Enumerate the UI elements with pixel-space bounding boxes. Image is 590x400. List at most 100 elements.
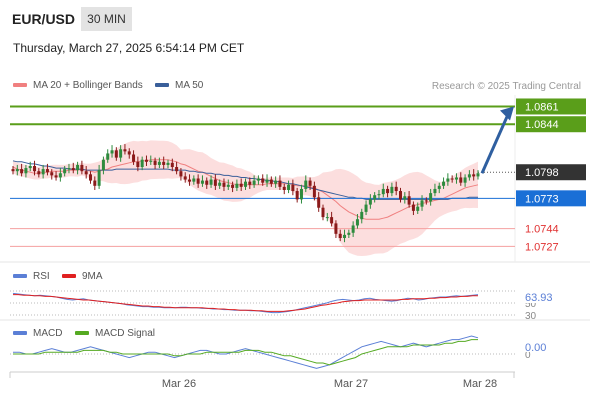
candle-body bbox=[179, 171, 183, 177]
candle-body bbox=[28, 165, 32, 169]
candle-body bbox=[37, 171, 41, 175]
candle-body bbox=[373, 195, 377, 200]
candle-body bbox=[119, 149, 123, 158]
candle-body bbox=[244, 181, 247, 187]
candle-body bbox=[200, 180, 204, 184]
timeframe-button[interactable]: 30 MIN bbox=[81, 7, 132, 31]
candle-body bbox=[394, 186, 398, 192]
candle-body bbox=[437, 185, 441, 189]
rsi-tick-30: 30 bbox=[525, 311, 537, 322]
rsi-tick-50: 50 bbox=[525, 299, 537, 310]
candle-body bbox=[390, 186, 394, 194]
candle-body bbox=[192, 178, 196, 182]
candle-body bbox=[45, 169, 49, 173]
candle-body bbox=[420, 200, 424, 207]
candle-body bbox=[248, 181, 252, 185]
candle-body bbox=[157, 161, 161, 165]
candle-body bbox=[325, 217, 329, 219]
candle-body bbox=[24, 168, 28, 174]
candle-body bbox=[183, 176, 187, 180]
candle-body bbox=[140, 159, 144, 168]
candle-body bbox=[41, 169, 45, 175]
legend-macd-signal-label: MACD Signal bbox=[95, 328, 156, 339]
candle-body bbox=[274, 180, 278, 184]
candle-body bbox=[334, 223, 338, 234]
candle-body bbox=[407, 196, 411, 205]
candle-body bbox=[110, 150, 114, 154]
candle-body bbox=[71, 168, 75, 171]
candle-body bbox=[454, 177, 458, 180]
candle-body bbox=[235, 183, 239, 188]
candle-body bbox=[166, 162, 170, 165]
candle-body bbox=[463, 177, 467, 183]
rsi-ma-line bbox=[13, 294, 478, 312]
candle-body bbox=[360, 211, 364, 220]
candle-body bbox=[411, 204, 415, 211]
candle-body bbox=[162, 161, 166, 165]
pair-title: EUR/USD bbox=[12, 11, 76, 27]
candle-body bbox=[446, 178, 450, 182]
candle-body bbox=[386, 188, 390, 194]
candle-body bbox=[377, 194, 381, 196]
macd-swatch bbox=[13, 331, 27, 336]
forecast-arrow-head bbox=[500, 106, 514, 121]
candle-body bbox=[355, 219, 359, 226]
candle-body bbox=[84, 171, 88, 175]
candle-body bbox=[317, 197, 321, 208]
candle-body bbox=[11, 169, 15, 172]
candle-body bbox=[343, 234, 347, 238]
candle-body bbox=[278, 180, 282, 187]
candle-body bbox=[114, 150, 118, 158]
candle-body bbox=[381, 188, 385, 195]
candle-body bbox=[136, 161, 140, 168]
macd-signal-line bbox=[13, 339, 478, 366]
candle-body bbox=[175, 167, 179, 172]
candle-body bbox=[93, 180, 97, 186]
candle-body bbox=[231, 184, 235, 188]
legend-macd-label: MACD bbox=[33, 328, 63, 339]
candle-body bbox=[58, 173, 62, 178]
ma20-swatch bbox=[13, 83, 27, 88]
forecast-arrow-shaft bbox=[480, 113, 510, 174]
macd-signal-swatch bbox=[75, 331, 89, 336]
macd-tick-0: 0 bbox=[525, 350, 531, 361]
candle-body bbox=[213, 179, 217, 186]
candle-body bbox=[144, 159, 148, 162]
candle-body bbox=[33, 165, 37, 172]
candle-body bbox=[50, 172, 54, 176]
candle-body bbox=[330, 217, 334, 224]
x-tick-label: Mar 28 bbox=[463, 378, 497, 390]
candle-body bbox=[265, 179, 269, 183]
candle-body bbox=[97, 170, 101, 186]
candle-body bbox=[239, 183, 243, 187]
candle-body bbox=[256, 178, 260, 181]
level-tag-1.0861 bbox=[516, 98, 586, 115]
chart-header: EUR/USD 30 MIN bbox=[0, 0, 590, 40]
candle-body bbox=[403, 196, 407, 200]
level-tag-1.0773 bbox=[516, 190, 586, 207]
candle-body bbox=[304, 180, 308, 189]
candle-body bbox=[450, 178, 454, 180]
candle-body bbox=[338, 233, 342, 238]
macd-last-value: 0.00 bbox=[525, 342, 546, 354]
level-tag-1.0798 bbox=[516, 164, 586, 181]
macd-value-bg bbox=[520, 340, 554, 352]
x-tick-label: Mar 26 bbox=[162, 378, 196, 390]
credit-text: Research © 2025 Trading Central bbox=[431, 81, 581, 92]
candle-body bbox=[123, 149, 127, 152]
level-label-1.0773: 1.0773 bbox=[525, 193, 559, 205]
candle-body bbox=[472, 174, 476, 177]
candle-body bbox=[127, 151, 131, 155]
candle-body bbox=[132, 154, 136, 162]
candle-body bbox=[218, 182, 222, 186]
candle-body bbox=[399, 191, 402, 200]
candle-body bbox=[467, 174, 471, 178]
candle-body bbox=[433, 188, 437, 194]
candle-body bbox=[321, 207, 325, 218]
level-label-1.0727: 1.0727 bbox=[525, 241, 559, 253]
level-label-1.0798: 1.0798 bbox=[525, 167, 559, 179]
candle-body bbox=[67, 168, 71, 170]
rsi-last-value: 63.93 bbox=[525, 292, 553, 304]
candle-body bbox=[149, 160, 153, 162]
legend-macd-signal: MACD Signal bbox=[75, 328, 155, 339]
